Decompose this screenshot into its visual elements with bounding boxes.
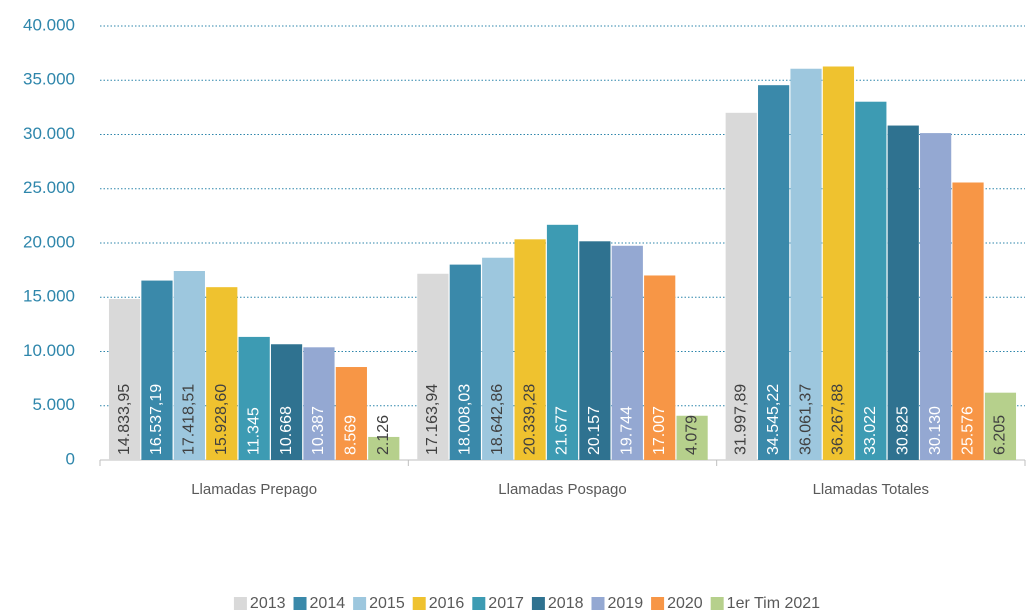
value-label: 17.163,94	[424, 384, 441, 455]
y-tick-label: 30.000	[23, 124, 75, 143]
value-label: 8.569	[343, 415, 360, 455]
value-label: 36.061,37	[797, 384, 814, 455]
x-tick-label: Llamadas Prepago	[191, 481, 317, 498]
bar	[417, 273, 449, 460]
y-tick-label: 40.000	[23, 15, 75, 34]
value-label: 34.545,22	[765, 384, 782, 455]
bar	[920, 133, 952, 461]
bar	[822, 66, 855, 460]
value-label: 2.126	[375, 415, 392, 455]
bar	[270, 344, 303, 460]
bar	[758, 85, 790, 461]
legend-swatch	[531, 597, 545, 610]
bar	[303, 347, 335, 460]
bar	[206, 287, 238, 460]
value-label: 16.537,19	[148, 384, 165, 455]
value-label: 33.022	[862, 406, 879, 455]
legend: 2013 2014 2015 2016 2017 2018 2019 2020 1er Tim …	[233, 595, 820, 612]
y-tick-label: 10.000	[23, 341, 75, 360]
bar	[579, 241, 611, 460]
value-label: 15.928,60	[213, 384, 230, 455]
bar	[173, 271, 205, 460]
bar	[644, 275, 676, 460]
bar	[725, 112, 757, 461]
legend-label: 2020	[667, 595, 703, 612]
legend-swatch	[353, 597, 367, 610]
value-label: 14.833,95	[116, 384, 133, 455]
bar	[676, 415, 708, 460]
value-label: 10.387	[310, 406, 327, 455]
value-label: 20.157	[586, 406, 603, 455]
value-label: 25.576	[959, 406, 976, 455]
x-tick-label: Llamadas Totales	[813, 481, 929, 498]
bar	[546, 224, 579, 460]
y-tick-label: 25.000	[23, 178, 75, 197]
y-tick-label: 5.000	[32, 395, 75, 414]
bar	[335, 367, 367, 460]
y-tick-label: 20.000	[23, 232, 75, 251]
bar	[449, 264, 481, 460]
bar	[790, 68, 822, 461]
bar	[141, 280, 173, 460]
value-label: 18.642,86	[489, 384, 506, 455]
legend-swatch	[591, 597, 605, 610]
legend-swatch	[651, 597, 665, 610]
value-label: 6.205	[992, 415, 1009, 455]
value-label: 17.418,51	[181, 384, 198, 455]
value-label: 17.007	[651, 406, 668, 455]
bar	[238, 336, 270, 460]
y-tick-label: 35.000	[23, 70, 75, 89]
legend-label: 2016	[429, 595, 465, 612]
legend-swatch	[710, 597, 724, 610]
legend-label: 2018	[548, 595, 584, 612]
bar	[887, 125, 919, 460]
legend-label: 2019	[607, 595, 643, 612]
legend-label: 2017	[488, 595, 524, 612]
value-label: 4.079	[683, 415, 700, 455]
bar	[984, 392, 1017, 460]
value-label: 30.130	[927, 406, 944, 455]
value-label: 30.825	[894, 406, 911, 455]
value-label: 11.345	[245, 407, 262, 455]
value-label: 19.744	[619, 406, 636, 455]
value-label: 18.008,03	[457, 384, 474, 455]
y-tick-label: 15.000	[23, 287, 75, 306]
bar	[952, 182, 984, 460]
legend-label: 2015	[369, 595, 405, 612]
bar	[514, 239, 546, 460]
bar	[611, 245, 643, 460]
legend-swatch	[233, 597, 247, 610]
value-label: 20.339,28	[521, 384, 538, 455]
bar	[855, 101, 887, 460]
legend-label: 2014	[310, 595, 346, 612]
value-label: 10.668	[278, 406, 295, 455]
bar	[108, 299, 141, 460]
value-label: 31.997,89	[732, 384, 749, 455]
bar	[482, 257, 514, 460]
legend-swatch	[472, 597, 486, 610]
value-label: 21.677	[554, 406, 571, 455]
legend-label: 1er Tim 2021	[727, 595, 820, 612]
value-label: 36.267,88	[830, 384, 847, 455]
legend-swatch	[293, 597, 307, 610]
x-tick-label: Llamadas Pospago	[498, 481, 626, 498]
y-tick-label: 0	[66, 449, 75, 468]
bar	[368, 436, 400, 460]
legend-label: 2013	[250, 595, 286, 612]
legend-swatch	[412, 597, 426, 610]
